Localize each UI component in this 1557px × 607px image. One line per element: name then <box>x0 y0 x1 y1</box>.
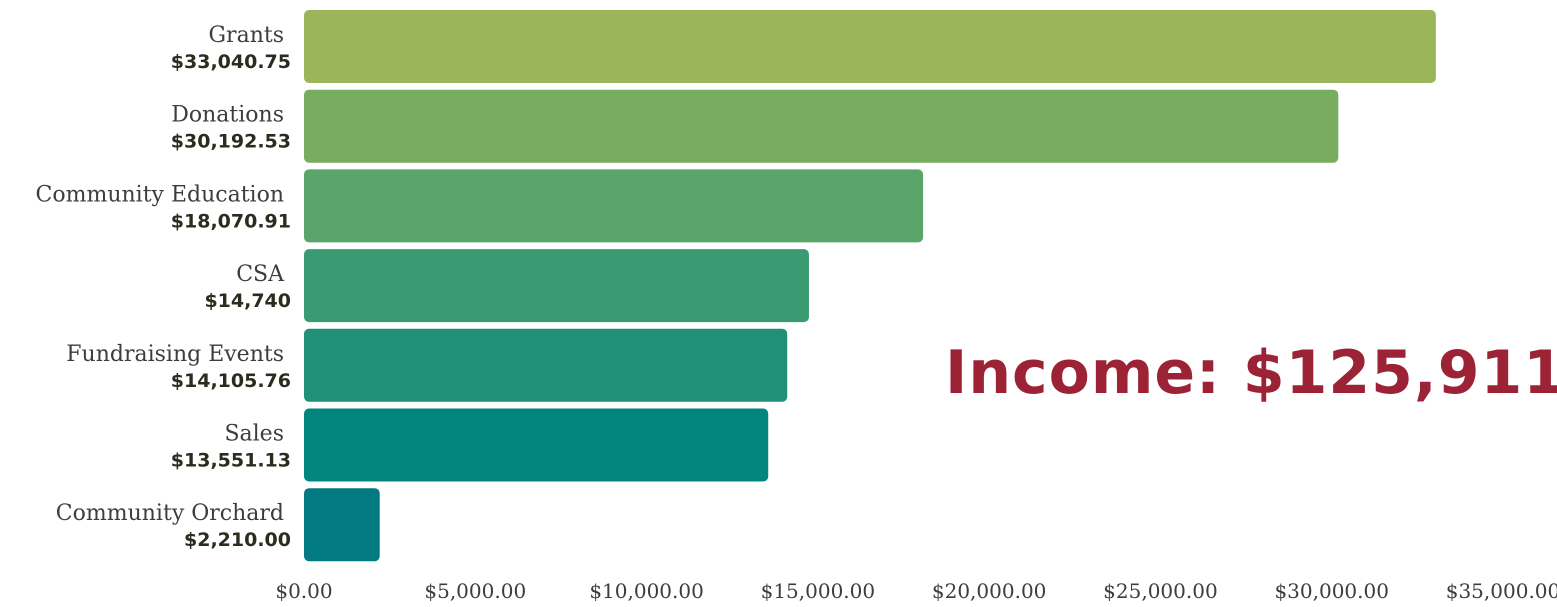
x-tick-label: $15,000.00 <box>761 579 876 603</box>
category-label-donations: Donations <box>171 103 284 128</box>
bar-donations <box>304 89 1339 163</box>
bars-layer <box>304 10 1436 562</box>
category-label-community-education: Community Education <box>36 182 284 207</box>
x-tick-label: $25,000.00 <box>1103 579 1218 603</box>
value-label-donations: $30,192.53 <box>171 131 291 153</box>
category-label-csa: CSA <box>236 262 285 287</box>
income-total-headline: Income: $125,911 <box>945 338 1557 408</box>
bar-fundraising-events <box>304 328 788 402</box>
category-label-fundraising-events: Fundraising Events <box>66 342 284 367</box>
x-tick-label: $10,000.00 <box>589 579 704 603</box>
category-label-sales: Sales <box>224 422 284 447</box>
value-label-community-orchard: $2,210.00 <box>184 529 291 551</box>
value-label-sales: $13,551.13 <box>171 450 291 472</box>
value-label-community-education: $18,070.91 <box>171 210 291 232</box>
category-label-grants: Grants <box>208 23 284 48</box>
x-tick-label: $35,000.00 <box>1446 579 1557 603</box>
category-label-community-orchard: Community Orchard <box>56 501 284 526</box>
x-tick-label: $5,000.00 <box>424 579 526 603</box>
value-label-grants: $33,040.75 <box>171 51 291 73</box>
x-tick-label: $0.00 <box>275 579 332 603</box>
value-label-csa: $14,740 <box>204 290 291 312</box>
bar-sales <box>304 408 769 482</box>
x-tick-label: $20,000.00 <box>932 579 1047 603</box>
x-axis-ticks: $0.00 $5,000.00 $10,000.00 $15,000.00 $20,00… <box>275 579 1557 603</box>
bar-community-orchard <box>304 488 380 562</box>
bar-community-education <box>304 169 924 243</box>
x-tick-label: $30,000.00 <box>1274 579 1389 603</box>
bar-grants <box>304 10 1436 83</box>
value-labels: $33,040.75 $30,192.53 $18,070.91 $14,740 $14… <box>171 51 291 551</box>
value-label-fundraising-events: $14,105.76 <box>171 370 291 392</box>
bar-csa <box>304 249 809 323</box>
category-labels: Grants Donations Community Education CSA Fun… <box>36 23 286 526</box>
